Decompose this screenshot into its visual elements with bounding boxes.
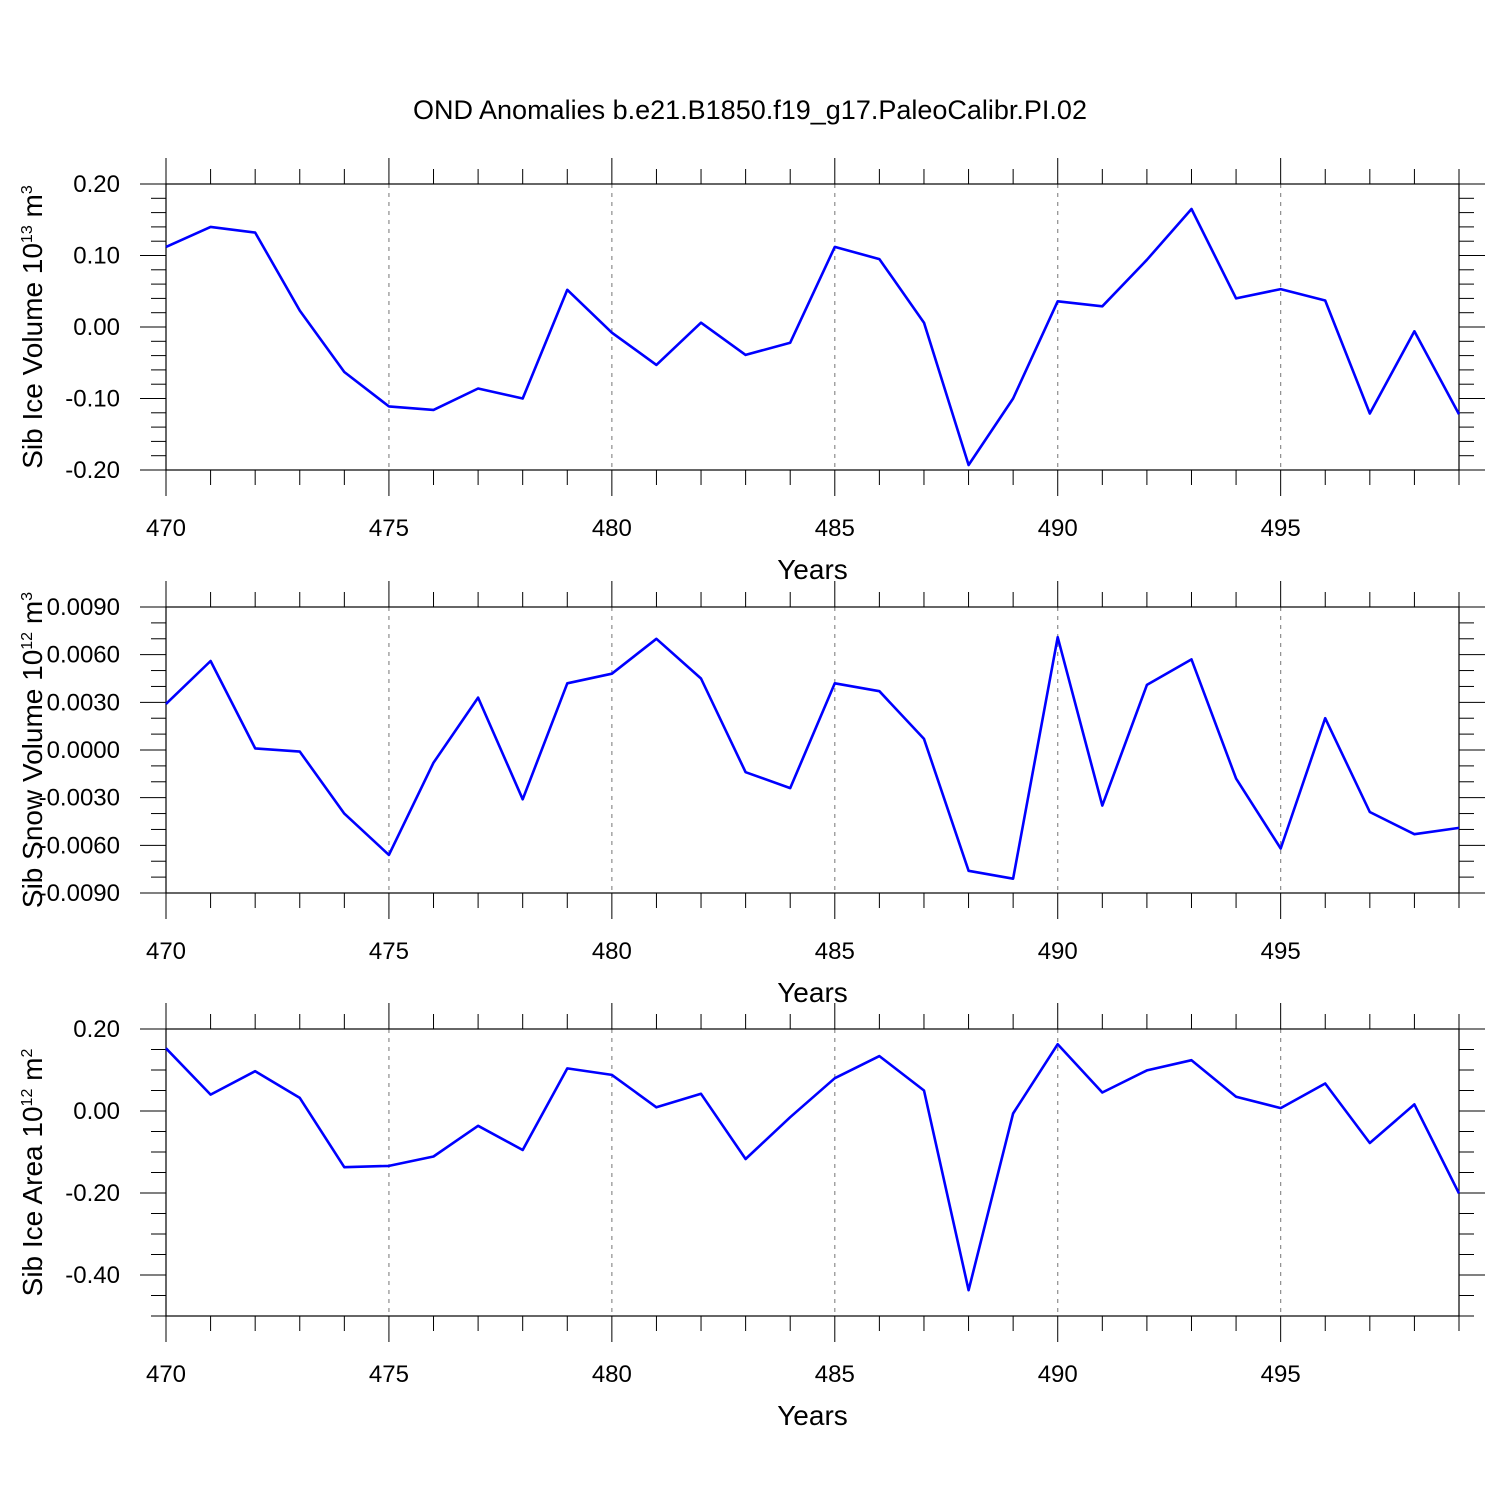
y-tick-label: -0.10 bbox=[65, 386, 120, 413]
y-axis-label-mid: m bbox=[17, 601, 48, 632]
y-axis-label-base: Sib Ice Area 10 bbox=[17, 1106, 48, 1296]
y-tick-label: 0.0060 bbox=[47, 642, 120, 669]
panels: 470 475 480 485 490 495 Years -0.20 -0.10 0.00 0.1… bbox=[17, 158, 1485, 1431]
figure-title: OND Anomalies b.e21.B1850.f19_g17.PaleoC… bbox=[413, 95, 1087, 125]
x-tick-label: 485 bbox=[815, 1361, 855, 1388]
y-tick-label: -0.20 bbox=[65, 1180, 120, 1207]
y-tick-label: -0.0060 bbox=[39, 832, 120, 859]
chart-panel-3: 470 475 480 485 490 495 Years -0.40 -0.20 0.00 0.2… bbox=[17, 1003, 1485, 1431]
y-tick-label: -0.20 bbox=[65, 457, 120, 484]
y-axis-label-sup1: 12 bbox=[19, 632, 36, 650]
plot-frame bbox=[165, 606, 1460, 894]
y-axis-label-sup2: 3 bbox=[19, 592, 36, 601]
y-tick-label: 0.0090 bbox=[47, 594, 120, 621]
x-tick-label: 490 bbox=[1038, 515, 1078, 542]
x-tick-label: 475 bbox=[369, 938, 409, 965]
chart-panel-1: 470 475 480 485 490 495 Years -0.20 -0.10 0.00 0.1… bbox=[17, 158, 1485, 585]
y-tick-label: 0.0030 bbox=[47, 689, 120, 716]
y-tick-label: 0.00 bbox=[73, 1098, 120, 1125]
y-axis-label-sup1: 13 bbox=[19, 225, 36, 243]
x-tick-label: 495 bbox=[1261, 938, 1301, 965]
y-tick-label: 0.20 bbox=[73, 1016, 120, 1043]
series-line bbox=[165, 1042, 1461, 1292]
x-tick-label: 495 bbox=[1261, 515, 1301, 542]
y-axis-label: Sib Snow Volume 1012 m3 bbox=[17, 592, 48, 908]
x-tick-label: 470 bbox=[146, 1361, 186, 1388]
y-axis-label-mid: m bbox=[17, 194, 48, 225]
y-tick-label: -0.0030 bbox=[39, 785, 120, 812]
y-axis-label-sup1: 12 bbox=[19, 1089, 36, 1107]
x-axis-label: Years bbox=[777, 1400, 848, 1431]
x-tick-label: 485 bbox=[815, 515, 855, 542]
y-axis-label: Sib Ice Volume 1013 m3 bbox=[17, 185, 48, 469]
x-tick-label: 490 bbox=[1038, 1361, 1078, 1388]
y-axis-label-base: Sib Snow Volume 10 bbox=[17, 650, 48, 908]
y-tick-label: -0.0090 bbox=[39, 880, 120, 907]
x-tick-label: 475 bbox=[369, 1361, 409, 1388]
y-axis-label-mid: m bbox=[17, 1058, 48, 1089]
x-tick-label: 480 bbox=[592, 1361, 632, 1388]
chart-panel-2: 470 475 480 485 490 495 Years -0.0090 -0.0060 -0.… bbox=[17, 581, 1485, 1008]
x-axis-label: Years bbox=[777, 554, 848, 585]
x-tick-label: 470 bbox=[146, 938, 186, 965]
y-axis-label: Sib Ice Area 1012 m2 bbox=[17, 1049, 48, 1297]
y-tick-label: 0.10 bbox=[73, 243, 120, 270]
y-axis-label-base: Sib Ice Volume 10 bbox=[17, 243, 48, 469]
x-axis-label: Years bbox=[777, 977, 848, 1008]
y-axis-label-sup2: 2 bbox=[19, 1049, 36, 1058]
y-tick-label: 0.0000 bbox=[47, 737, 120, 764]
x-tick-label: 495 bbox=[1261, 1361, 1301, 1388]
x-tick-label: 475 bbox=[369, 515, 409, 542]
plot-frame bbox=[165, 1028, 1460, 1317]
x-tick-label: 485 bbox=[815, 938, 855, 965]
x-tick-label: 480 bbox=[592, 938, 632, 965]
series-line bbox=[165, 635, 1460, 881]
x-tick-label: 480 bbox=[592, 515, 632, 542]
plot-frame bbox=[165, 183, 1460, 471]
y-tick-label: 0.00 bbox=[73, 314, 120, 341]
series-line bbox=[165, 207, 1461, 467]
x-tick-label: 470 bbox=[146, 515, 186, 542]
x-tick-label: 490 bbox=[1038, 938, 1078, 965]
y-tick-label: -0.40 bbox=[65, 1262, 120, 1289]
y-axis-label-sup2: 3 bbox=[19, 185, 36, 194]
y-tick-label: 0.20 bbox=[73, 171, 120, 198]
